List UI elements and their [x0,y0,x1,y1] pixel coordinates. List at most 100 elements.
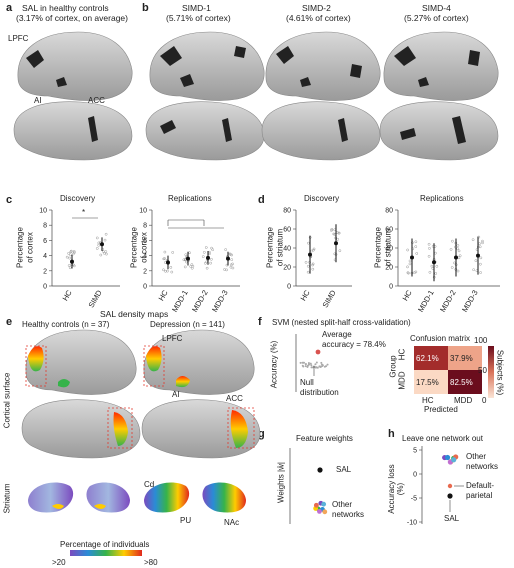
data-point [209,261,213,265]
data-point [457,249,461,253]
data-point [415,252,419,255]
data-point [97,243,101,247]
h-label-other-1: Other [466,452,487,461]
data-point [479,271,482,274]
other-network-weight [317,508,322,514]
a-label-acc: ACC [88,96,105,105]
b-subject-1-name: SIMD-1 [182,3,211,13]
e-group-dep: Depression (n = 141) [150,320,225,329]
data-point [458,254,462,258]
a-label-ai: AI [34,96,42,105]
mean-point [100,242,104,247]
data-point [210,246,213,250]
null-point [314,363,317,366]
cm-cell-hc-hc [414,346,448,370]
y-tick-label: 4 [143,253,147,260]
data-point [230,258,234,261]
data-point [169,266,173,269]
f-annot-1: Average [322,330,352,339]
cm-cbar-title: Subjects (%) [495,349,505,396]
e-label-lpfc: LPFC [162,334,183,343]
data-point [229,253,232,256]
sal-loss-point [447,493,453,499]
x-tick-label: MDD-1 [170,289,190,314]
x-tick-label: HC [157,288,171,302]
data-point [406,248,409,252]
other-network-point [451,457,457,463]
data-point [67,252,70,255]
e-label-cd: Cd [144,480,155,489]
mean-point [432,260,436,265]
mean-point [166,260,170,265]
data-point [456,244,460,247]
data-point [474,259,478,263]
data-point [457,256,461,260]
data-point [428,270,432,274]
data-point [306,270,310,274]
null-point [302,361,305,364]
data-point [427,254,431,258]
data-point [65,255,69,259]
e-colorbar-min: >20 [52,558,66,567]
data-point [414,270,418,274]
y-tick-label: 0 [43,284,47,291]
y-tick-label: 60 [283,227,291,234]
y-tick-label: 2 [143,268,147,275]
mean-point [410,255,414,260]
data-point [434,272,438,275]
x-tick-label: HC [401,288,415,302]
data-point [170,270,174,274]
d-ylabel-rep-2: of striatum [383,228,393,267]
c-title-discovery: Discovery [60,194,96,203]
f-null-1: Null [300,378,314,387]
data-point [330,227,334,231]
e-label-nac: NAc [224,518,240,527]
cm-title: Confusion matrix [410,334,471,343]
b-subject-3-name: SIMD-4 [422,3,451,13]
y-tick-label: 2 [43,268,47,275]
f-annot-2: accuracy = 78.4% [322,340,386,349]
x-tick-label: MDD-2 [438,289,458,314]
data-point [408,259,412,263]
density-map-hc-medial [21,399,141,459]
x-tick-label: SIMD [87,288,104,309]
data-point [210,257,213,261]
data-point [71,252,75,256]
null-point [304,365,307,368]
mean-point [476,253,480,258]
data-point [230,253,234,257]
data-point [188,251,191,255]
other-network-point [444,454,451,461]
data-point [449,248,453,251]
data-point [205,266,209,270]
data-point [450,266,454,269]
b-subject-2-pct: (4.61% of cortex) [286,13,351,23]
data-point [414,245,418,248]
null-point [307,363,310,366]
default-parietal-point [447,483,453,489]
data-point [430,264,434,268]
cm-col-label-mdd: MDD [454,396,473,405]
a-title-2: (3.17% of cortex, on average) [16,13,128,23]
data-point [95,247,99,250]
panel-label-g: g [258,428,265,440]
cm-cbar-max: 100 [474,336,488,345]
null-point [306,364,309,367]
y-tick-label: 8 [143,223,147,230]
e-colorbar-title: Percentage of individuals [60,540,150,549]
chart-d-replications: 0 20 40 60 80 HC MDD-1 MDD-2 MDD-3 [385,208,500,314]
mean-point [454,255,458,260]
g-label-other-1: Other [332,500,353,509]
mean-point [334,241,338,246]
c-star: * [82,208,86,217]
null-point [314,366,317,369]
mean-point [226,256,230,261]
data-point [189,265,193,268]
g-label-sal: SAL [336,465,352,474]
data-point [166,269,169,273]
cm-cell-mdd-hc [414,370,448,394]
cm-value-2: 37.9% [450,354,473,363]
h-label-dp-1: Default- [466,481,495,490]
data-point [478,242,481,245]
